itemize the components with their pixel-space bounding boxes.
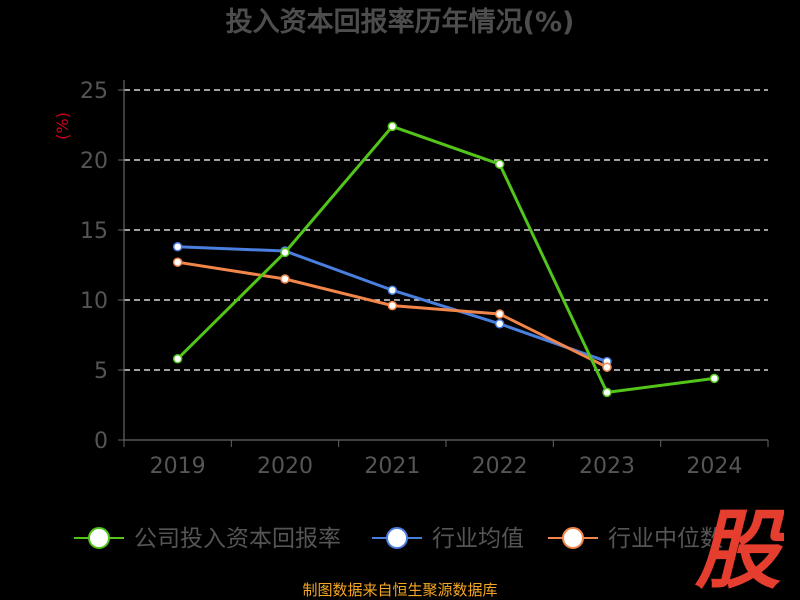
y-tick-label: 15 [80, 219, 108, 244]
legend-marker [88, 527, 110, 549]
y-axis-label: (%) [53, 112, 72, 140]
axes [123, 80, 768, 441]
data-point [387, 300, 398, 311]
data-point [172, 242, 183, 252]
y-tick-label: 5 [94, 359, 108, 384]
legend-label: 公司投入资本回报率 [134, 526, 341, 552]
series-line [177, 260, 608, 369]
y-tick-label: 0 [94, 429, 108, 454]
y-tick-label: 25 [80, 79, 108, 104]
x-tick-label: 2023 [579, 454, 635, 479]
data-point [602, 362, 612, 372]
x-tick-label: 2024 [686, 454, 742, 479]
y-tick-label: 20 [80, 149, 108, 174]
legend-marker [386, 527, 408, 549]
data-point [387, 121, 398, 132]
x-tick-label: 2019 [150, 454, 206, 479]
x-tick-label: 2021 [364, 454, 420, 479]
data-point [494, 309, 505, 319]
data-point [172, 257, 183, 267]
data-point [494, 159, 505, 169]
y-tick-label: 10 [80, 289, 108, 314]
x-tick-label: 2020 [257, 454, 313, 479]
data-point [172, 354, 183, 364]
chart-title: 投入资本回报率历年情况(%) [226, 6, 575, 38]
grid-lines [124, 89, 768, 371]
data-point [280, 274, 290, 284]
legend: 公司投入资本回报率 行业均值 行业中位数 [74, 526, 723, 552]
legend-marker [562, 527, 584, 549]
watermark-glyph: 股 [694, 501, 784, 590]
legend-label: 行业均值 [432, 526, 524, 552]
watermark-logo: 股 [694, 501, 784, 590]
data-point [709, 373, 720, 384]
series-line [176, 124, 715, 394]
data-point [494, 319, 505, 329]
x-tick-label: 2022 [472, 454, 528, 479]
data-point [387, 285, 398, 295]
x-axis-ticks: 2019 2020 2021 2022 2023 2024 [123, 440, 769, 479]
data-source-note: 制图数据来自恒生聚源数据库 [302, 581, 498, 599]
series-lines [172, 121, 720, 398]
legend-label: 行业中位数 [608, 526, 723, 552]
data-point [280, 247, 290, 258]
y-axis-ticks: 0 5 10 15 20 25 [80, 79, 124, 454]
data-point [602, 387, 612, 398]
